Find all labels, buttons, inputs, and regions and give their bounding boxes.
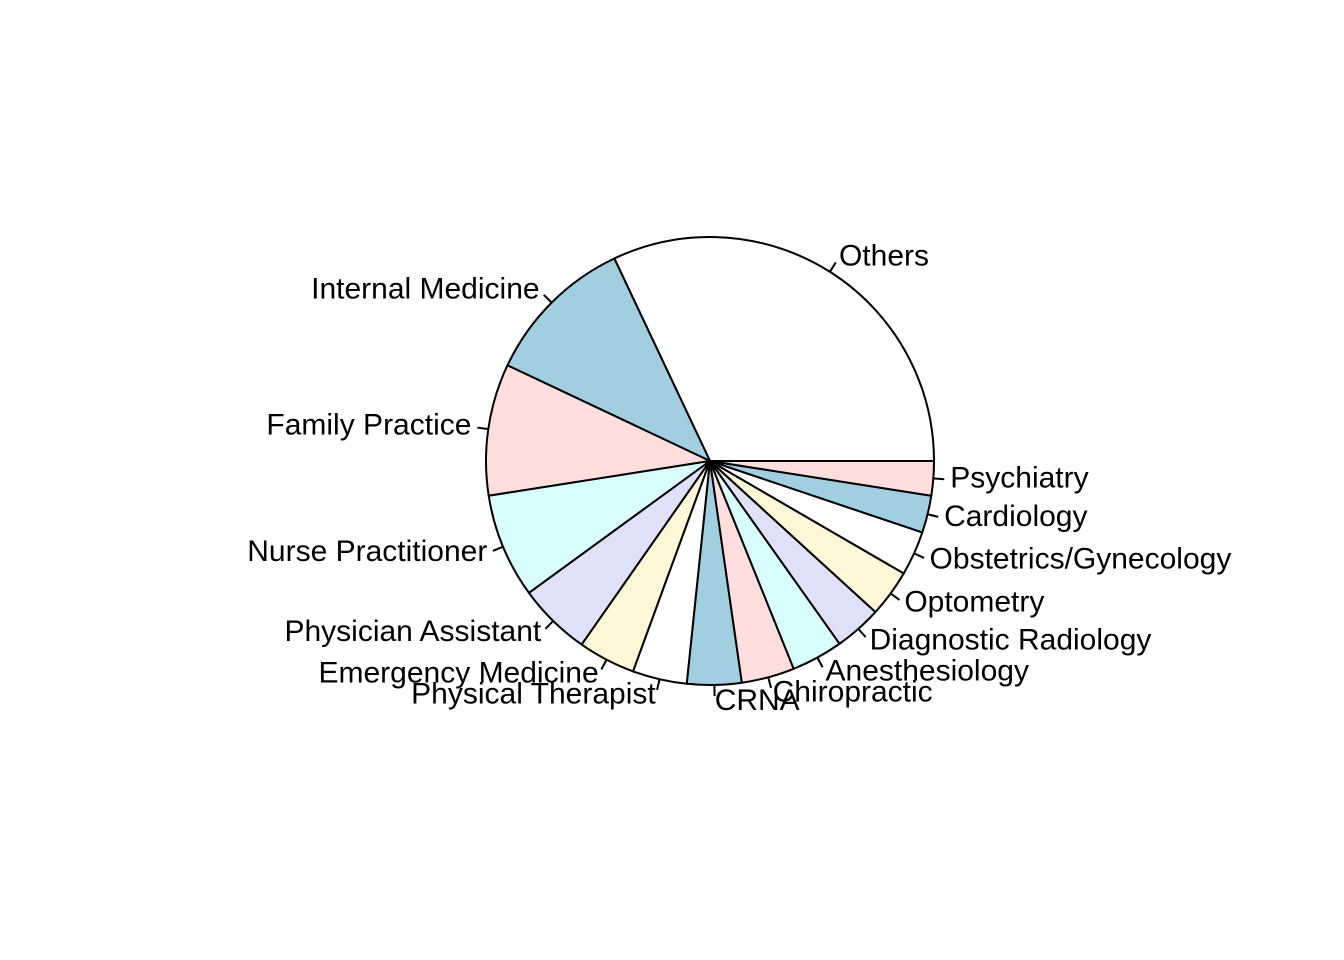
pie-slice-family-practice	[485, 364, 711, 497]
slice-label-family-practice: Family Practice	[266, 409, 471, 442]
slice-label-physician-assistant: Physician Assistant	[284, 615, 541, 648]
label-tick-chiropractic	[767, 677, 773, 689]
pie-slice-internal-medicine	[506, 257, 711, 462]
slice-label-emergency-medicine: Emergency Medicine	[319, 657, 599, 690]
label-tick-physical-therapist	[656, 679, 661, 691]
slice-label-nurse-practitioner: Nurse Practitioner	[247, 535, 487, 568]
slice-label-chiropractic: Chiropractic	[773, 676, 933, 709]
label-tick-nurse-practitioner	[492, 545, 504, 552]
label-ticks	[477, 261, 945, 696]
slice-label-physical-therapist: Physical Therapist	[411, 678, 656, 711]
slice-label-diagnostic-radiology: Diagnostic Radiology	[870, 624, 1152, 657]
slice-label-crna: CRNA	[715, 684, 800, 717]
slice-label-internal-medicine: Internal Medicine	[311, 273, 539, 306]
slice-label-cardiology: Cardiology	[944, 500, 1087, 533]
slice-label-psychiatry: Psychiatry	[950, 462, 1088, 495]
slice-label-anesthesiology: Anesthesiology	[826, 654, 1029, 687]
label-tick-obstetrics-gynecology	[913, 552, 925, 559]
slice-labels: Others Internal Medicine Family Practice Nu…	[247, 239, 1231, 717]
slice-label-obstetrics-gynecology: Obstetrics/Gynecology	[930, 542, 1232, 575]
label-tick-emergency-medicine	[600, 659, 608, 670]
label-tick-cardiology	[927, 513, 939, 518]
label-tick-psychiatry	[933, 477, 945, 481]
slice-label-others: Others	[839, 239, 929, 272]
pie-slice-others	[613, 236, 935, 462]
label-tick-physician-assistant	[544, 620, 554, 630]
label-tick-diagnostic-radiology	[857, 628, 867, 638]
pie-slice-nurse-practitioner	[487, 460, 711, 594]
label-tick-others	[829, 261, 837, 273]
pie-slices	[485, 236, 935, 686]
label-tick-family-practice	[477, 426, 489, 431]
slice-label-optometry: Optometry	[904, 585, 1044, 618]
label-tick-anesthesiology	[816, 657, 824, 668]
label-tick-internal-medicine	[543, 294, 553, 304]
label-tick-optometry	[890, 592, 901, 601]
